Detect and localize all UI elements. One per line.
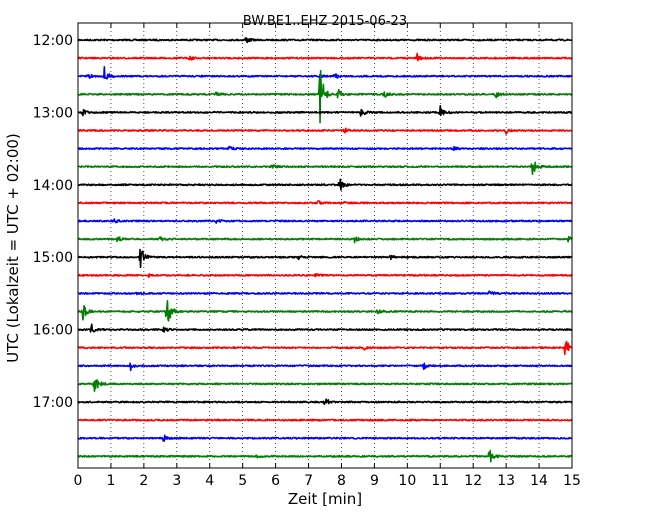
trace-1630 xyxy=(77,362,573,372)
trace-1445 xyxy=(77,235,573,244)
y-tick-label: 14:00 xyxy=(33,178,73,194)
seismogram-traces xyxy=(77,37,573,463)
x-tick-label: 5 xyxy=(238,473,247,489)
trace-1700 xyxy=(77,398,573,406)
trace-1300 xyxy=(77,105,573,117)
y-axis-label: UTC (Lokalzeit = UTC + 02:00) xyxy=(4,133,22,363)
x-tick-label: 1 xyxy=(106,473,115,489)
x-tick-label: 11 xyxy=(431,473,449,489)
trace-1200 xyxy=(77,37,573,44)
trace-1600 xyxy=(77,323,573,333)
x-axis-ticks: 0 1 2 3 4 5 6 7 8 9 10 11 12 13 14 15 xyxy=(74,23,581,489)
y-tick-label: 16:00 xyxy=(33,323,73,339)
trace-1330 xyxy=(77,145,573,151)
trace-1430 xyxy=(77,218,573,224)
trace-1315 xyxy=(77,127,573,135)
trace-1500 xyxy=(77,248,573,269)
trace-1215 xyxy=(77,52,573,62)
y-tick-label: 13:00 xyxy=(33,105,73,121)
x-tick-label: 4 xyxy=(205,473,214,489)
x-tick-label: 3 xyxy=(172,473,181,489)
x-tick-label: 2 xyxy=(139,473,148,489)
x-tick-label: 15 xyxy=(563,473,581,489)
x-axis-label: Zeit [min] xyxy=(288,490,362,508)
trace-1345 xyxy=(77,161,573,176)
trace-1400 xyxy=(77,178,573,191)
trace-1230 xyxy=(77,65,573,80)
chart-title: BW.BE1..EHZ 2015-06-23 xyxy=(243,14,407,29)
trace-1745 xyxy=(77,449,573,463)
trace-1730 xyxy=(77,434,573,443)
y-tick-label: 15:00 xyxy=(33,250,73,266)
x-tick-label: 7 xyxy=(304,473,313,489)
trace-1615 xyxy=(77,340,573,356)
x-tick-label: 12 xyxy=(464,473,482,489)
y-tick-label: 17:00 xyxy=(33,395,73,411)
trace-1515 xyxy=(77,273,573,278)
y-tick-label: 12:00 xyxy=(33,33,73,49)
x-tick-label: 10 xyxy=(398,473,416,489)
x-tick-label: 9 xyxy=(370,473,379,489)
trace-1645 xyxy=(77,379,573,392)
trace-1245 xyxy=(77,69,573,124)
trace-1715 xyxy=(77,418,573,422)
x-tick-label: 8 xyxy=(337,473,346,489)
y-axis-ticks: 12:00 13:00 14:00 15:00 16:00 17:00 xyxy=(33,33,83,411)
trace-1545 xyxy=(77,299,573,322)
trace-1415 xyxy=(77,200,573,205)
x-tick-label: 13 xyxy=(497,473,515,489)
x-tick-label: 0 xyxy=(74,473,83,489)
trace-1530 xyxy=(77,290,573,296)
x-tick-label: 6 xyxy=(271,473,280,489)
plot-frame xyxy=(77,22,573,469)
x-tick-label: 14 xyxy=(530,473,548,489)
